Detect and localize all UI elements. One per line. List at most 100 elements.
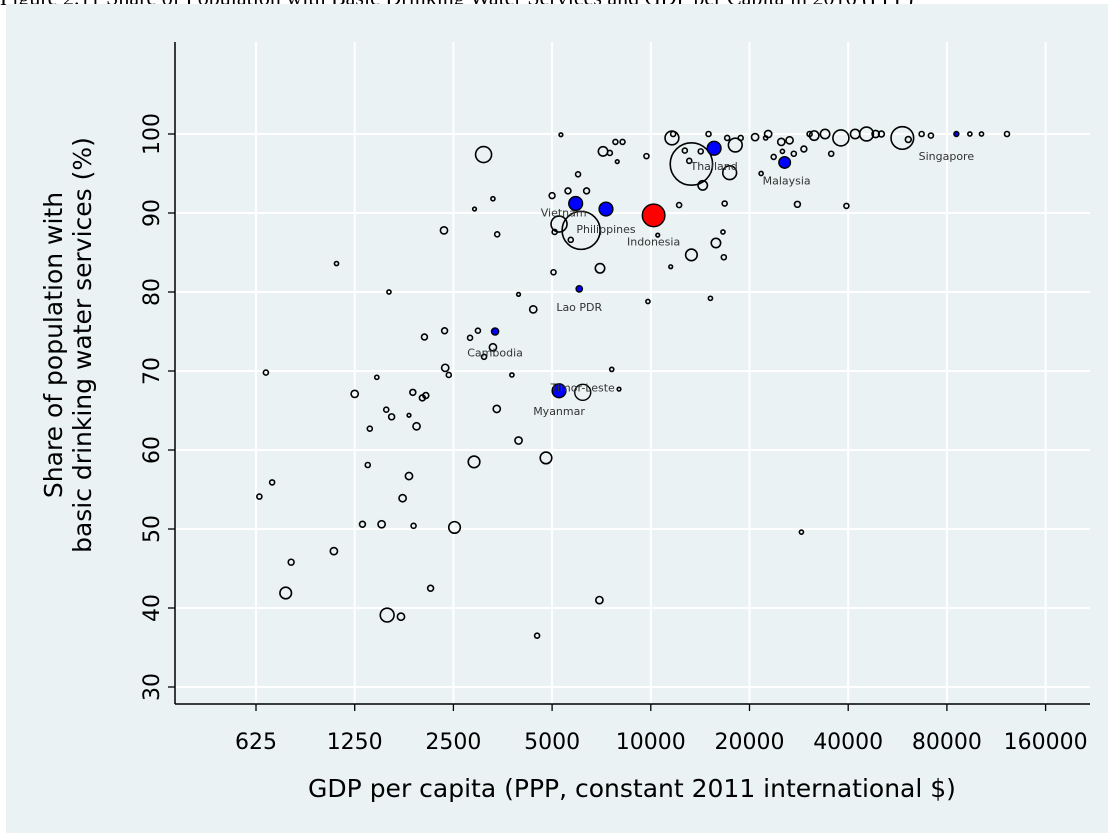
- country-point: [750, 132, 760, 142]
- x-tick-label: 1250: [327, 730, 383, 755]
- country-point: [832, 129, 850, 147]
- country-point: [645, 298, 651, 305]
- y-axis-ticks: 30 40 50 60 70 80 90 100: [140, 113, 175, 701]
- country-point: [614, 159, 620, 165]
- country-point: [800, 145, 808, 153]
- country-point: [705, 130, 712, 138]
- country-point: [377, 519, 387, 529]
- country-point: [515, 291, 522, 298]
- y-tick-label: 100: [140, 113, 165, 155]
- country-point: [758, 170, 764, 177]
- country-point: [684, 248, 699, 262]
- country-point: [550, 268, 557, 276]
- country-point: [445, 371, 453, 379]
- country-point: [619, 138, 626, 146]
- country-point: [440, 326, 449, 335]
- country-point-lao-pdr: [575, 284, 584, 293]
- other-countries-points: [256, 125, 1011, 639]
- country-point: [256, 493, 263, 500]
- country-label: Lao PDR: [556, 301, 602, 314]
- country-point: [776, 137, 786, 147]
- country-point: [539, 451, 553, 465]
- country-point: [404, 471, 414, 481]
- country-point: [721, 200, 728, 207]
- country-point: [720, 253, 728, 261]
- country-point-singapore: [953, 130, 960, 138]
- country-point: [727, 137, 743, 153]
- y-tick-label: 70: [140, 357, 165, 385]
- country-point: [669, 130, 677, 138]
- y-axis-label-line-2: basic drinking water services (%): [68, 137, 97, 553]
- country-point: [594, 262, 606, 274]
- country-point: [720, 229, 726, 235]
- country-point-vietnam: [568, 195, 584, 212]
- country-point: [358, 520, 367, 529]
- x-tick-label: 40000: [813, 730, 883, 755]
- x-tick-label: 2500: [425, 730, 481, 755]
- country-point: [466, 334, 474, 342]
- y-tick-label: 90: [140, 199, 165, 227]
- country-point: [509, 372, 515, 378]
- country-point: [480, 353, 488, 361]
- country-point: [366, 425, 374, 432]
- country-point: [770, 153, 777, 161]
- country-point: [890, 125, 915, 151]
- country-point: [790, 150, 798, 158]
- country-point: [488, 342, 498, 352]
- country-point: [849, 128, 861, 140]
- country-point: [412, 421, 421, 431]
- country-point: [279, 586, 293, 600]
- y-tick-label: 50: [140, 515, 165, 543]
- country-point-indonesia: [641, 203, 666, 228]
- country-point: [806, 130, 813, 138]
- country-point: [967, 131, 973, 137]
- country-point: [762, 135, 769, 141]
- country-point: [606, 149, 614, 157]
- country-point: [561, 210, 601, 251]
- country-point: [779, 148, 786, 155]
- country-point: [608, 366, 615, 373]
- country-point: [382, 406, 390, 414]
- country-point: [262, 369, 270, 376]
- country-point-myanmar: [551, 383, 567, 399]
- country-point: [681, 147, 689, 154]
- country-point: [474, 327, 482, 335]
- country-point: [877, 130, 886, 138]
- country-point: [467, 455, 481, 469]
- country-point-cambodia: [490, 327, 500, 336]
- country-point: [439, 225, 449, 235]
- country-point: [710, 237, 722, 249]
- y-tick-label: 60: [140, 436, 165, 464]
- country-point: [329, 546, 339, 556]
- plot-background: [6, 4, 1108, 833]
- country-point: [386, 289, 392, 295]
- country-point: [808, 130, 820, 142]
- country-point: [514, 436, 523, 445]
- country-point: [582, 187, 591, 195]
- country-point: [492, 404, 502, 414]
- country-point: [655, 232, 661, 238]
- country-point: [396, 612, 406, 622]
- country-point: [409, 388, 417, 397]
- country-point: [350, 389, 360, 399]
- country-point: [737, 134, 744, 142]
- y-tick-label: 40: [140, 594, 165, 622]
- highlighted-countries-points: [490, 130, 960, 402]
- country-label: Indonesia: [627, 235, 680, 248]
- country-label: Myanmar: [533, 405, 585, 418]
- country-point: [558, 132, 564, 138]
- y-tick-label: 30: [140, 673, 165, 701]
- country-point: [721, 165, 738, 181]
- country-point: [447, 520, 462, 535]
- country-point: [697, 148, 705, 155]
- country-label: Malaysia: [763, 174, 811, 187]
- country-point: [595, 595, 604, 605]
- country-point: [406, 412, 412, 418]
- country-point: [440, 363, 450, 373]
- x-tick-label: 5000: [524, 730, 580, 755]
- country-point: [474, 145, 493, 164]
- country-point: [723, 134, 731, 142]
- country-point: [685, 157, 693, 165]
- country-label: Philippines: [576, 223, 636, 236]
